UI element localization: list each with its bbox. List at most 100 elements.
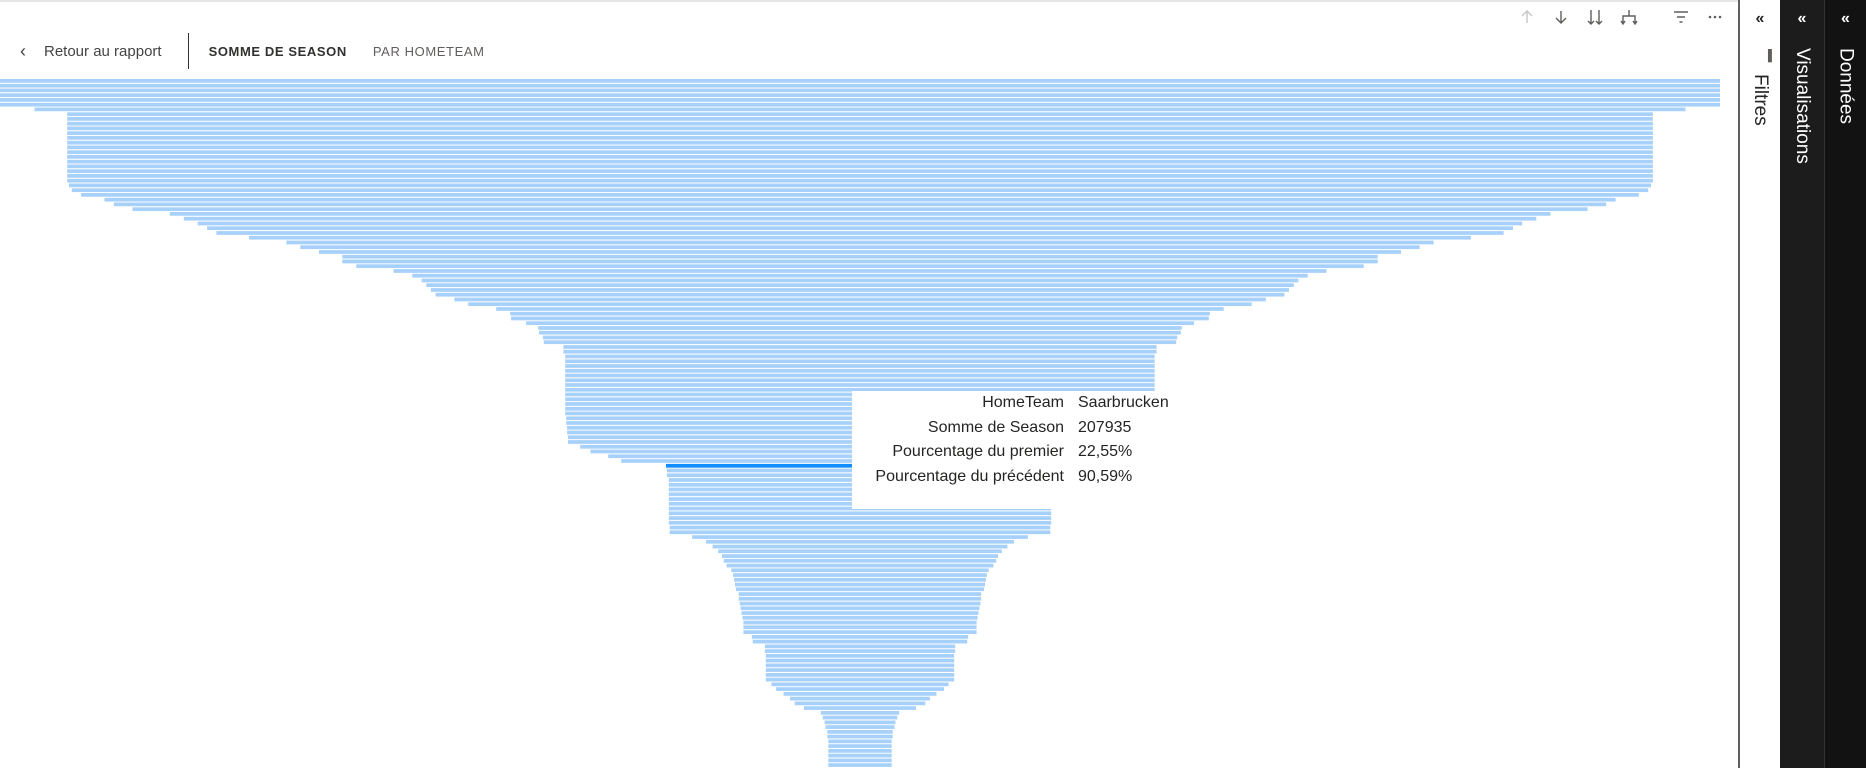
- filter-icon[interactable]: [1668, 4, 1694, 30]
- funnel-bar[interactable]: [827, 730, 893, 734]
- visualisations-pane-title[interactable]: Visualisations: [1792, 48, 1813, 164]
- funnel-bar[interactable]: [67, 169, 1653, 174]
- funnel-bar[interactable]: [764, 644, 956, 649]
- funnel-bar[interactable]: [822, 715, 898, 720]
- funnel-bar[interactable]: [790, 696, 930, 701]
- funnel-bar[interactable]: [565, 383, 1155, 387]
- funnel-bar[interactable]: [67, 145, 1653, 150]
- funnel-bar[interactable]: [67, 174, 1653, 178]
- funnel-bar[interactable]: [538, 326, 1182, 330]
- funnel-bar[interactable]: [771, 682, 949, 687]
- funnel-bar[interactable]: [828, 753, 892, 758]
- funnel-bar[interactable]: [286, 240, 1434, 245]
- funnel-bar[interactable]: [828, 749, 892, 753]
- funnel-bar[interactable]: [0, 102, 1720, 107]
- funnel-bar[interactable]: [565, 364, 1155, 368]
- arrow-up-icon[interactable]: [1514, 4, 1540, 30]
- funnel-bar[interactable]: [71, 188, 1649, 193]
- funnel-bar[interactable]: [765, 654, 955, 658]
- double-arrow-down-icon[interactable]: [1582, 4, 1608, 30]
- funnel-bar[interactable]: [741, 611, 979, 615]
- funnel-bar[interactable]: [435, 292, 1285, 297]
- funnel-bar[interactable]: [565, 373, 1155, 378]
- funnel-bar[interactable]: [828, 744, 892, 748]
- funnel-bar[interactable]: [565, 368, 1155, 373]
- funnel-bar[interactable]: [669, 525, 1051, 530]
- funnel-bar[interactable]: [828, 758, 892, 763]
- funnel-bar[interactable]: [454, 297, 1266, 302]
- funnel-bar[interactable]: [342, 259, 1378, 264]
- funnel-bar[interactable]: [526, 321, 1194, 326]
- data-pane[interactable]: « Données: [1824, 0, 1866, 768]
- funnel-bar[interactable]: [421, 278, 1299, 283]
- funnel-bar[interactable]: [765, 668, 955, 672]
- funnel-bar[interactable]: [765, 673, 955, 677]
- funnel-bar[interactable]: [669, 530, 1051, 535]
- funnel-bar[interactable]: [67, 121, 1653, 126]
- funnel-bar[interactable]: [743, 630, 977, 634]
- funnel-bar[interactable]: [0, 79, 1720, 83]
- funnel-bar[interactable]: [0, 83, 1720, 88]
- funnel-bar[interactable]: [412, 273, 1308, 278]
- funnel-bar[interactable]: [776, 687, 944, 691]
- funnel-bar[interactable]: [765, 663, 955, 668]
- funnel-bar[interactable]: [81, 193, 1639, 197]
- funnel-bar[interactable]: [342, 254, 1378, 259]
- funnel-bar[interactable]: [0, 88, 1720, 93]
- funnel-bar[interactable]: [542, 335, 1178, 340]
- filters-pane-title[interactable]: Filtres: [1750, 74, 1771, 126]
- funnel-bar[interactable]: [718, 549, 1002, 554]
- funnel-bar[interactable]: [132, 207, 1588, 212]
- funnel-bar[interactable]: [751, 635, 969, 639]
- funnel-bar[interactable]: [668, 520, 1052, 525]
- funnel-bar[interactable]: [820, 711, 900, 715]
- expand-hierarchy-icon[interactable]: [1616, 4, 1642, 30]
- funnel-bar[interactable]: [740, 606, 980, 611]
- funnel-bar[interactable]: [104, 197, 1616, 202]
- funnel-bar[interactable]: [496, 307, 1224, 311]
- funnel-bar[interactable]: [739, 601, 981, 606]
- funnel-bar[interactable]: [67, 112, 1653, 117]
- funnel-bar[interactable]: [722, 554, 999, 558]
- funnel-bar[interactable]: [183, 216, 1537, 221]
- funnel-bar[interactable]: [735, 582, 985, 587]
- funnel-bar[interactable]: [731, 568, 989, 573]
- funnel-bar[interactable]: [565, 378, 1155, 383]
- funnel-bar[interactable]: [249, 235, 1471, 240]
- visualisations-pane[interactable]: « Visualisations: [1780, 0, 1824, 768]
- funnel-bar[interactable]: [543, 340, 1177, 345]
- funnel-bar[interactable]: [712, 544, 1008, 549]
- funnel-bar[interactable]: [743, 625, 977, 630]
- funnel-bar[interactable]: [765, 677, 955, 682]
- funnel-bar[interactable]: [197, 221, 1523, 226]
- data-pane-title[interactable]: Données: [1835, 48, 1857, 125]
- funnel-bar[interactable]: [67, 140, 1653, 145]
- funnel-bar[interactable]: [468, 302, 1252, 307]
- funnel-bar[interactable]: [67, 131, 1653, 136]
- funnel-bar[interactable]: [743, 620, 977, 625]
- funnel-bar[interactable]: [783, 692, 937, 696]
- funnel-bar[interactable]: [539, 330, 1181, 335]
- funnel-bar[interactable]: [668, 516, 1052, 520]
- funnel-bar[interactable]: [319, 250, 1401, 254]
- funnel-bar[interactable]: [804, 706, 916, 710]
- funnel-bar[interactable]: [0, 98, 1720, 102]
- funnel-bar[interactable]: [565, 354, 1155, 359]
- funnel-bar[interactable]: [733, 573, 987, 577]
- funnel-bar[interactable]: [511, 316, 1209, 321]
- funnel-bar[interactable]: [216, 231, 1504, 235]
- funnel-bar[interactable]: [169, 212, 1551, 216]
- arrow-down-icon[interactable]: [1548, 4, 1574, 30]
- funnel-bar[interactable]: [563, 349, 1157, 354]
- funnel-bar[interactable]: [510, 311, 1210, 316]
- funnel-bar[interactable]: [430, 288, 1289, 292]
- funnel-bar[interactable]: [668, 511, 1052, 516]
- chevron-double-left-icon[interactable]: «: [1755, 10, 1765, 27]
- funnel-bar[interactable]: [824, 720, 896, 725]
- funnel-bar[interactable]: [67, 159, 1653, 164]
- more-options-icon[interactable]: [1702, 4, 1728, 30]
- funnel-bar[interactable]: [726, 563, 994, 568]
- funnel-bar[interactable]: [828, 763, 892, 767]
- funnel-bar[interactable]: [0, 93, 1720, 98]
- funnel-bar[interactable]: [827, 734, 893, 739]
